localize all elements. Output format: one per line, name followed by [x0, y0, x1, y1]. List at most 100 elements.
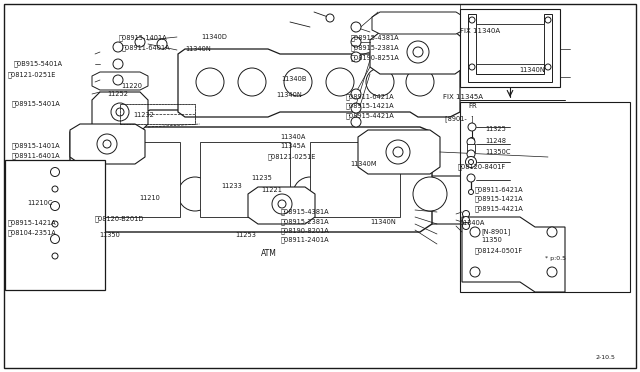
Circle shape	[545, 64, 551, 70]
Circle shape	[51, 167, 60, 176]
Circle shape	[463, 211, 470, 218]
Circle shape	[351, 103, 361, 113]
Polygon shape	[148, 176, 470, 224]
Text: 11345A: 11345A	[280, 143, 306, 149]
Bar	[460, 102, 630, 292]
Text: FR: FR	[468, 103, 477, 109]
Circle shape	[351, 52, 361, 62]
Text: ⓕ08911-6421A: ⓕ08911-6421A	[475, 186, 524, 193]
Circle shape	[278, 200, 286, 208]
Text: Ⓦ08915-2381A: Ⓦ08915-2381A	[280, 218, 329, 225]
Bar	[467, 144, 475, 152]
Text: 11233: 11233	[221, 183, 241, 189]
Text: 11350: 11350	[481, 237, 502, 243]
Text: FIX 11340A: FIX 11340A	[460, 28, 500, 33]
Circle shape	[111, 103, 129, 121]
Polygon shape	[358, 130, 440, 174]
Bar	[5, 160, 105, 290]
Polygon shape	[140, 110, 475, 184]
Text: Ⓦ08915-1401A: Ⓦ08915-1401A	[118, 34, 167, 41]
Text: 11350: 11350	[99, 232, 120, 238]
Text: 2-10.5: 2-10.5	[595, 355, 615, 360]
Text: Ⓦ0B915-5401A: Ⓦ0B915-5401A	[14, 60, 63, 67]
Circle shape	[366, 68, 394, 96]
Polygon shape	[370, 32, 465, 74]
Text: 11220: 11220	[122, 83, 143, 89]
Polygon shape	[178, 49, 460, 117]
Text: ⓕ08911-2401A: ⓕ08911-2401A	[280, 237, 329, 243]
Circle shape	[467, 150, 475, 158]
Polygon shape	[248, 187, 315, 224]
Circle shape	[116, 108, 124, 116]
Text: ⒲08190-8201A: ⒲08190-8201A	[280, 227, 329, 234]
Circle shape	[469, 17, 475, 23]
Circle shape	[52, 253, 58, 259]
Circle shape	[51, 234, 60, 244]
Text: Ⓦ08915-1401A: Ⓦ08915-1401A	[12, 142, 60, 149]
Text: ⒲08120-B201D: ⒲08120-B201D	[95, 215, 144, 222]
Text: 11340N: 11340N	[520, 67, 545, 73]
Circle shape	[393, 147, 403, 157]
Circle shape	[468, 160, 474, 164]
Circle shape	[463, 217, 470, 224]
Circle shape	[470, 138, 474, 142]
Bar	[120, 104, 195, 124]
Bar	[476, 24, 544, 64]
Text: ⒲08121-0251E: ⒲08121-0251E	[8, 71, 56, 78]
Text: 11210C: 11210C	[27, 200, 52, 206]
Circle shape	[113, 75, 123, 85]
Circle shape	[284, 68, 312, 96]
Text: 11253: 11253	[236, 232, 257, 238]
Text: [8901-  ]: [8901- ]	[445, 115, 474, 122]
Polygon shape	[92, 92, 148, 132]
Circle shape	[463, 222, 470, 230]
Text: Ⓦ08915-4421A: Ⓦ08915-4421A	[475, 205, 524, 212]
Circle shape	[545, 17, 551, 23]
Text: ⓕ08911-6401A: ⓕ08911-6401A	[122, 44, 170, 51]
Circle shape	[326, 68, 354, 96]
Text: ⓕ08911-6421A: ⓕ08911-6421A	[346, 93, 394, 100]
Circle shape	[103, 140, 111, 148]
Text: 11350C: 11350C	[485, 149, 511, 155]
Circle shape	[547, 227, 557, 237]
Text: ⒲08124-0501F: ⒲08124-0501F	[475, 248, 523, 254]
Circle shape	[547, 267, 557, 277]
Polygon shape	[462, 217, 565, 292]
Circle shape	[353, 177, 387, 211]
Circle shape	[238, 68, 266, 96]
Bar	[460, 9, 560, 87]
Circle shape	[351, 37, 361, 47]
Circle shape	[386, 140, 410, 164]
Circle shape	[52, 221, 58, 227]
Text: 11340A: 11340A	[280, 134, 306, 140]
Text: [N-8901]: [N-8901]	[481, 228, 511, 235]
Circle shape	[470, 267, 480, 277]
Text: Ⓦ08915-4381A: Ⓦ08915-4381A	[280, 209, 329, 215]
Text: 11221: 11221	[261, 187, 282, 193]
Text: ATM: ATM	[261, 249, 277, 258]
Circle shape	[413, 47, 423, 57]
Text: ⒲08104-2351A: ⒲08104-2351A	[8, 230, 56, 236]
Circle shape	[293, 177, 327, 211]
Text: ⒲08120-8401F: ⒲08120-8401F	[458, 163, 506, 170]
Text: Ⓦ08915-1421A: Ⓦ08915-1421A	[475, 196, 524, 202]
Text: Ⓦ08915-1421A: Ⓦ08915-1421A	[8, 219, 56, 226]
Text: Ⓦ08915-2381A: Ⓦ08915-2381A	[351, 44, 399, 51]
Circle shape	[51, 202, 60, 211]
Circle shape	[326, 14, 334, 22]
Circle shape	[52, 186, 58, 192]
Circle shape	[407, 41, 429, 63]
Circle shape	[467, 138, 475, 146]
Bar	[310, 142, 400, 217]
Text: 11340A: 11340A	[460, 220, 485, 226]
Circle shape	[406, 68, 434, 96]
Polygon shape	[372, 12, 464, 34]
Text: ⒲08121-0251E: ⒲08121-0251E	[268, 154, 316, 160]
Circle shape	[470, 227, 480, 237]
Text: 11248: 11248	[485, 138, 506, 144]
Polygon shape	[468, 14, 552, 82]
Bar	[200, 142, 290, 217]
Circle shape	[351, 89, 361, 99]
Text: 11340N: 11340N	[370, 219, 396, 225]
Polygon shape	[92, 72, 148, 90]
